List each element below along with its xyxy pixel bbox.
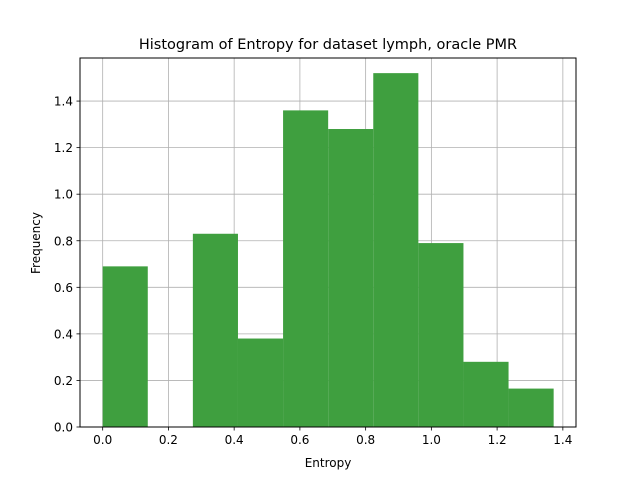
y-tick-label: 0.2 bbox=[54, 374, 73, 388]
x-tick-label: 1.2 bbox=[488, 433, 507, 447]
histogram-bar bbox=[508, 388, 554, 427]
x-tick-label: 1.0 bbox=[422, 433, 441, 447]
y-tick-label: 1.2 bbox=[54, 141, 73, 155]
histogram-bar bbox=[102, 266, 148, 427]
y-tick-label: 1.4 bbox=[54, 95, 73, 109]
histogram-bar bbox=[328, 129, 374, 428]
plot-frame bbox=[79, 57, 577, 428]
chart-title: Histogram of Entropy for dataset lymph, … bbox=[139, 37, 517, 53]
histogram-bar bbox=[237, 338, 284, 427]
y-tick-label: 0.0 bbox=[54, 421, 73, 435]
y-axis-label: Frequency bbox=[29, 212, 43, 274]
x-tick-label: 0.2 bbox=[159, 433, 178, 447]
x-axis-ticks: 0.0 0.2 0.4 0.6 0.8 1.0 1.2 1.4 bbox=[93, 427, 572, 447]
y-tick-label: 0.8 bbox=[54, 234, 73, 248]
histogram-bar bbox=[192, 233, 238, 427]
x-tick-label: 0.4 bbox=[225, 433, 244, 447]
y-tick-label: 0.6 bbox=[54, 281, 73, 295]
x-tick-label: 0.0 bbox=[93, 433, 112, 447]
histogram-bar bbox=[418, 243, 464, 427]
x-tick-label: 1.4 bbox=[553, 433, 572, 447]
x-tick-label: 0.8 bbox=[356, 433, 375, 447]
histogram-bar bbox=[463, 361, 509, 427]
bars bbox=[102, 73, 554, 428]
y-tick-label: 0.4 bbox=[54, 327, 73, 341]
histogram-bar bbox=[373, 73, 419, 427]
y-tick-label: 1.0 bbox=[54, 188, 73, 202]
histogram-bar bbox=[283, 110, 329, 427]
x-tick-label: 0.6 bbox=[290, 433, 309, 447]
x-axis-label: Entropy bbox=[305, 456, 352, 470]
y-axis-ticks: 0.0 0.2 0.4 0.6 0.8 1.0 1.2 1.4 bbox=[54, 95, 80, 435]
